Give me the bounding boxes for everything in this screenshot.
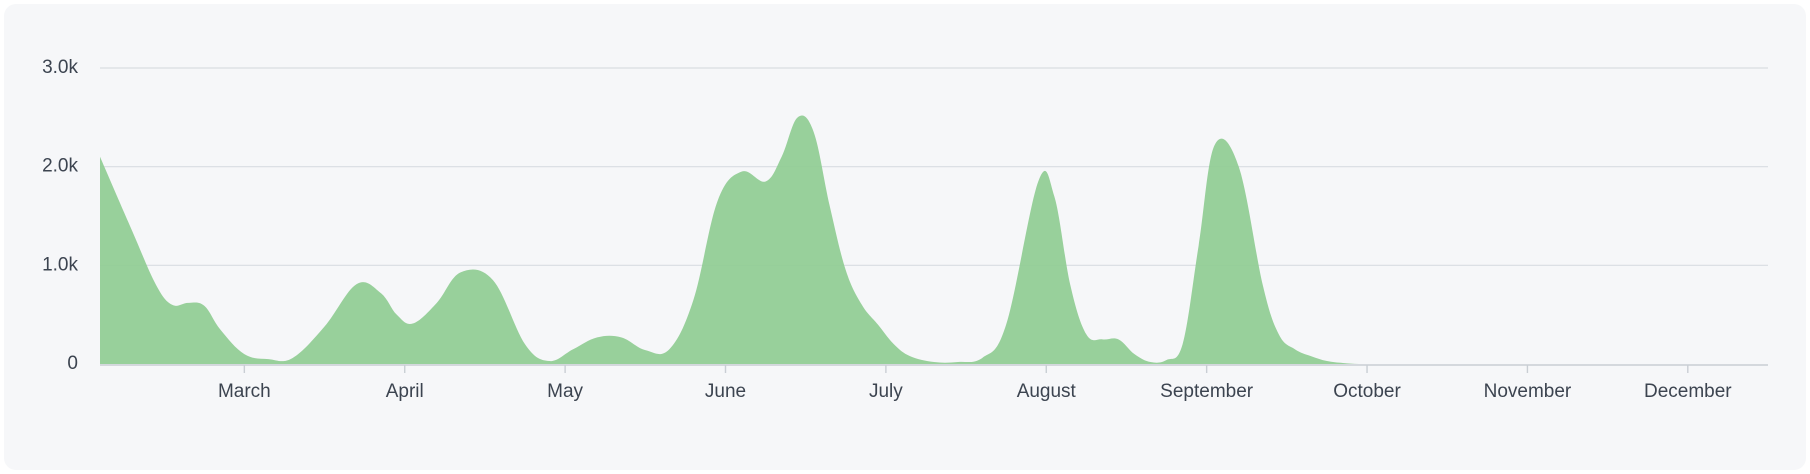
x-tick-label: July bbox=[869, 381, 903, 402]
x-tick-label: March bbox=[218, 381, 271, 402]
x-tick-label: June bbox=[705, 381, 746, 402]
x-tick-label: April bbox=[386, 381, 424, 402]
x-tick-label: October bbox=[1333, 381, 1401, 402]
x-tick-labels: March April May June July August September Octo… bbox=[218, 381, 1732, 402]
x-tick-label: May bbox=[547, 381, 583, 402]
y-tick-label: 2.0k bbox=[42, 156, 78, 177]
y-tick-labels: 0 1.0k 2.0k 3.0k bbox=[42, 57, 78, 374]
y-tick-label: 3.0k bbox=[42, 57, 78, 78]
area-series-fill bbox=[100, 115, 1768, 364]
x-tick-label: December bbox=[1644, 381, 1732, 402]
x-axis bbox=[100, 364, 1768, 373]
y-tick-label: 0 bbox=[67, 353, 78, 374]
y-tick-label: 1.0k bbox=[42, 254, 78, 275]
x-tick-label: September bbox=[1160, 381, 1254, 402]
x-tick-label: November bbox=[1484, 381, 1572, 402]
chart-card bbox=[4, 4, 1806, 470]
gridlines bbox=[100, 67, 1768, 266]
area-series bbox=[100, 115, 1768, 364]
x-tick-label: August bbox=[1017, 381, 1077, 402]
